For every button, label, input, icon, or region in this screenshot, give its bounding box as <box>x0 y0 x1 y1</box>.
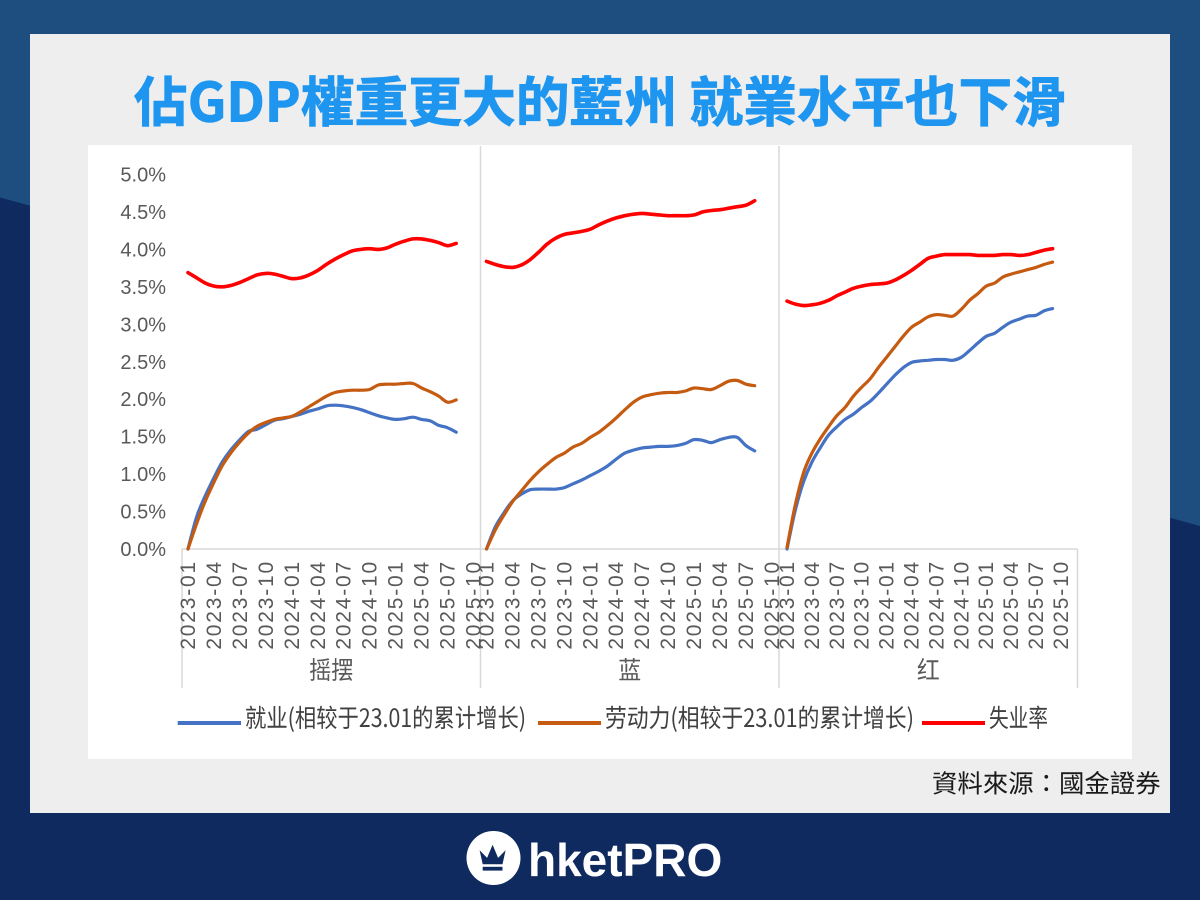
svg-text:4.5%: 4.5% <box>120 202 166 224</box>
svg-text:4.0%: 4.0% <box>120 239 166 261</box>
svg-text:2024-07: 2024-07 <box>925 560 948 650</box>
svg-text:2025-10: 2025-10 <box>463 560 486 650</box>
svg-text:2025-01: 2025-01 <box>975 560 998 650</box>
svg-text:2024-07: 2024-07 <box>333 560 356 650</box>
svg-text:2023-04: 2023-04 <box>502 560 525 650</box>
svg-text:2.5%: 2.5% <box>120 352 166 374</box>
svg-text:2025-07: 2025-07 <box>437 560 460 650</box>
svg-text:2024-04: 2024-04 <box>307 560 330 650</box>
svg-text:2024-01: 2024-01 <box>579 560 602 650</box>
svg-text:2023-07: 2023-07 <box>527 560 550 650</box>
svg-text:2025-10: 2025-10 <box>1050 560 1073 650</box>
svg-text:1.0%: 1.0% <box>120 464 166 486</box>
svg-text:2023-10: 2023-10 <box>851 560 874 650</box>
svg-text:2024-10: 2024-10 <box>657 560 680 650</box>
svg-text:2025-04: 2025-04 <box>1000 560 1023 650</box>
svg-text:5.0%: 5.0% <box>120 165 166 187</box>
svg-text:2023-10: 2023-10 <box>255 560 278 650</box>
svg-text:2024-01: 2024-01 <box>281 560 304 650</box>
svg-text:2025-04: 2025-04 <box>411 560 434 650</box>
svg-text:3.5%: 3.5% <box>120 277 166 299</box>
svg-text:2025-07: 2025-07 <box>1025 560 1048 650</box>
svg-text:2025-01: 2025-01 <box>385 560 408 650</box>
svg-text:2025-10: 2025-10 <box>761 560 784 650</box>
svg-text:2023-10: 2023-10 <box>553 560 576 650</box>
svg-text:1.5%: 1.5% <box>120 427 166 449</box>
svg-text:0.0%: 0.0% <box>120 539 166 561</box>
svg-text:2024-04: 2024-04 <box>605 560 628 650</box>
svg-text:2.0%: 2.0% <box>120 389 166 411</box>
svg-text:0.5%: 0.5% <box>120 502 166 524</box>
svg-text:3.0%: 3.0% <box>120 314 166 336</box>
svg-text:2024-07: 2024-07 <box>631 560 654 650</box>
svg-text:2023-01: 2023-01 <box>776 560 799 650</box>
svg-text:2024-01: 2024-01 <box>876 560 899 650</box>
svg-text:2024-10: 2024-10 <box>359 560 382 650</box>
svg-text:2025-07: 2025-07 <box>735 560 758 650</box>
svg-text:2024-04: 2024-04 <box>901 560 924 650</box>
svg-text:2023-01: 2023-01 <box>177 560 200 650</box>
svg-text:2025-01: 2025-01 <box>683 560 706 650</box>
svg-text:2024-10: 2024-10 <box>950 560 973 650</box>
svg-text:hketPRO: hketPRO <box>528 834 722 886</box>
svg-text:2025-04: 2025-04 <box>709 560 732 650</box>
svg-text:2023-07: 2023-07 <box>229 560 252 650</box>
svg-text:2023-01: 2023-01 <box>476 560 499 650</box>
svg-text:2023-07: 2023-07 <box>826 560 849 650</box>
svg-text:2023-04: 2023-04 <box>203 560 226 650</box>
svg-text:2023-04: 2023-04 <box>801 560 824 650</box>
